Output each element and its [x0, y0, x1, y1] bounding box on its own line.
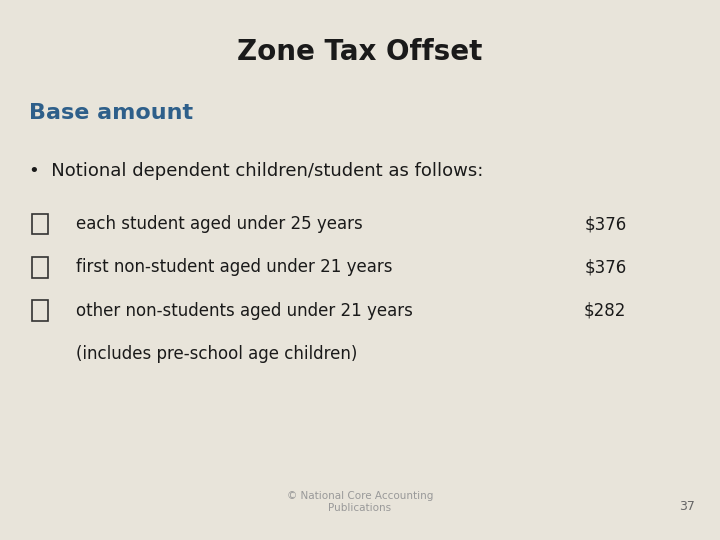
Text: © National Core Accounting
Publications: © National Core Accounting Publications: [287, 491, 433, 513]
Text: other non-students aged under 21 years: other non-students aged under 21 years: [76, 301, 413, 320]
Text: (includes pre-school age children): (includes pre-school age children): [76, 345, 357, 363]
Bar: [32, 300, 48, 321]
Text: $282: $282: [584, 301, 626, 320]
Bar: [32, 214, 48, 234]
Text: $376: $376: [584, 215, 626, 233]
Text: Base amount: Base amount: [29, 103, 193, 123]
Text: $376: $376: [584, 258, 626, 276]
Text: •  Notional dependent children/student as follows:: • Notional dependent children/student as…: [29, 162, 483, 180]
Text: Zone Tax Offset: Zone Tax Offset: [238, 38, 482, 66]
Text: each student aged under 25 years: each student aged under 25 years: [76, 215, 362, 233]
Bar: [32, 257, 48, 278]
Text: first non-student aged under 21 years: first non-student aged under 21 years: [76, 258, 392, 276]
Text: 37: 37: [679, 500, 695, 513]
